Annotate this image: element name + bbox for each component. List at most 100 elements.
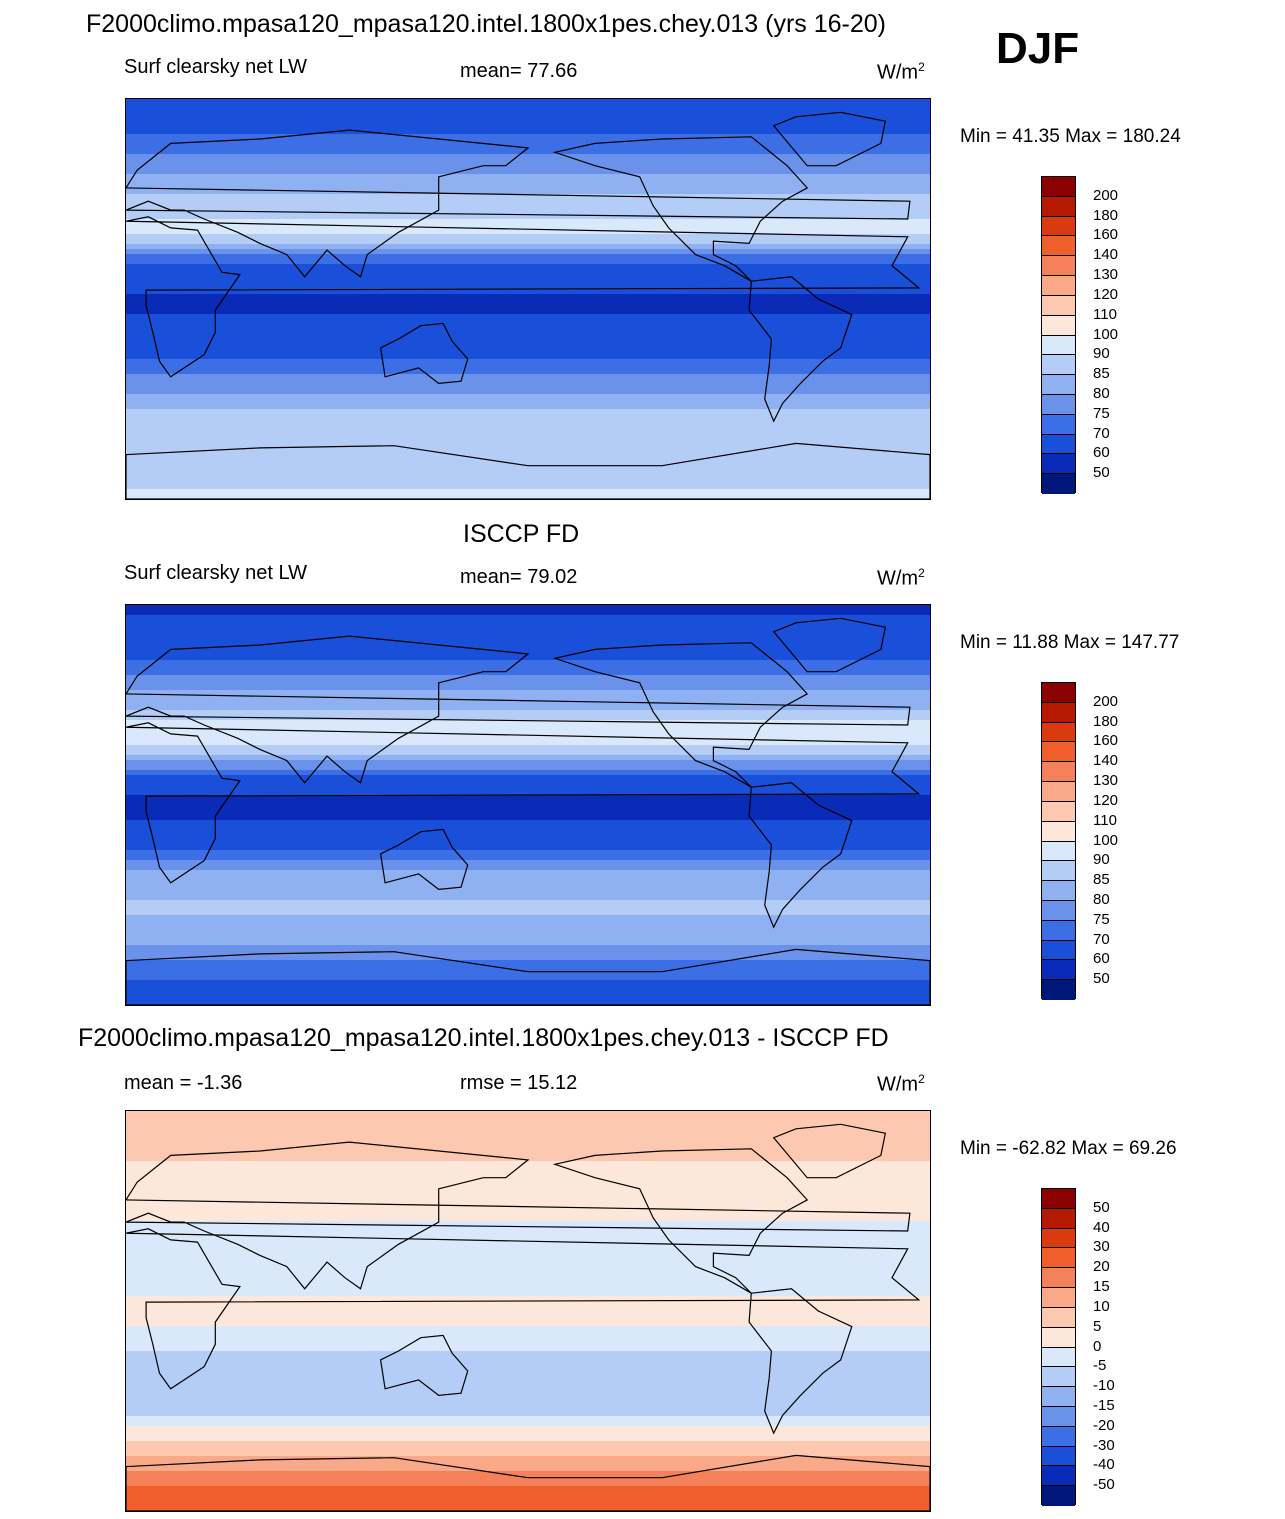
zonal-band xyxy=(126,1371,930,1377)
panel3-title: F2000climo.mpasa120_mpasa120.intel.1800x… xyxy=(78,1024,889,1052)
zonal-band xyxy=(126,850,930,856)
zonal-band xyxy=(126,1491,930,1497)
zonal-band xyxy=(126,920,930,926)
zonal-band xyxy=(126,830,930,836)
zonal-band xyxy=(126,1366,930,1372)
zonal-band xyxy=(126,224,930,230)
zonal-band xyxy=(126,1426,930,1432)
zonal-band xyxy=(126,304,930,310)
colorbar-swatch xyxy=(1042,742,1075,763)
colorbar-swatch xyxy=(1042,196,1075,217)
zonal-band xyxy=(126,875,930,881)
zonal-band xyxy=(126,865,930,871)
zonal-band xyxy=(126,474,930,480)
zonal-band xyxy=(126,449,930,455)
zonal-band xyxy=(126,880,930,886)
colorbar-tick-label: -10 xyxy=(1093,1377,1115,1395)
zonal-band xyxy=(126,1391,930,1397)
zonal-band xyxy=(126,1281,930,1287)
colorbar-tick-label: 80 xyxy=(1093,384,1110,402)
zonal-band xyxy=(126,324,930,330)
zonal-band xyxy=(126,364,930,370)
zonal-band xyxy=(126,645,930,651)
zonal-band xyxy=(126,444,930,450)
zonal-band xyxy=(126,389,930,395)
zonal-band xyxy=(126,1226,930,1232)
colorbar-swatch xyxy=(1042,1426,1075,1447)
zonal-band xyxy=(126,459,930,465)
zonal-band xyxy=(126,344,930,350)
colorbar-tick-label: 85 xyxy=(1093,871,1110,889)
zonal-band xyxy=(126,775,930,781)
zonal-band xyxy=(126,1386,930,1392)
coastline xyxy=(379,828,469,891)
zonal-band xyxy=(126,790,930,796)
zonal-band xyxy=(126,915,930,921)
zonal-band xyxy=(126,1271,930,1277)
zonal-band xyxy=(126,1221,930,1227)
zonal-band xyxy=(126,680,930,686)
colorbar-tick-label: -5 xyxy=(1093,1357,1107,1375)
coastline xyxy=(379,322,469,385)
colorbar-swatch xyxy=(1042,1288,1075,1308)
zonal-band xyxy=(126,820,930,826)
zonal-band xyxy=(126,835,930,841)
zonal-band xyxy=(126,1121,930,1127)
zonal-band xyxy=(126,294,930,300)
colorbar-swatch xyxy=(1042,394,1075,415)
zonal-band xyxy=(126,670,930,676)
colorbar-swatch xyxy=(1042,177,1075,197)
zonal-band xyxy=(126,1446,930,1452)
zonal-band xyxy=(126,705,930,711)
zonal-band xyxy=(126,1376,930,1382)
zonal-band xyxy=(126,1241,930,1247)
zonal-band xyxy=(126,374,930,380)
zonal-band xyxy=(126,960,930,966)
panel1-variable: Surf clearsky net LW xyxy=(124,56,308,78)
panel3-colorbar xyxy=(1041,1188,1076,1506)
colorbar-tick-label: 10 xyxy=(1093,1297,1110,1315)
zonal-band xyxy=(126,735,930,741)
zonal-band xyxy=(126,630,930,636)
zonal-band xyxy=(126,795,930,801)
zonal-band xyxy=(126,840,930,846)
zonal-band xyxy=(126,1131,930,1137)
zonal-band xyxy=(126,114,930,120)
colorbar-swatch xyxy=(1042,1228,1075,1249)
coastline xyxy=(126,635,911,784)
zonal-band xyxy=(126,1266,930,1272)
colorbar-swatch xyxy=(1042,295,1075,316)
coastline xyxy=(552,1148,809,1294)
zonal-band xyxy=(126,219,930,225)
zonal-band xyxy=(126,1481,930,1487)
season-label: DJF xyxy=(996,24,1080,73)
panel1-mean: mean= 77.66 xyxy=(460,60,578,82)
zonal-band xyxy=(126,965,930,971)
zonal-band xyxy=(126,760,930,766)
zonal-band xyxy=(126,1316,930,1322)
zonal-band xyxy=(126,1461,930,1467)
panel1-map xyxy=(125,98,931,500)
zonal-band xyxy=(126,815,930,821)
zonal-band xyxy=(126,1151,930,1157)
zonal-band xyxy=(126,950,930,956)
zonal-band xyxy=(126,439,930,445)
zonal-band xyxy=(126,805,930,811)
zonal-band xyxy=(126,159,930,165)
zonal-band xyxy=(126,309,930,315)
zonal-band xyxy=(126,740,930,746)
zonal-band xyxy=(126,940,930,946)
zonal-band xyxy=(126,119,930,125)
zonal-band xyxy=(126,995,930,1001)
zonal-band xyxy=(126,369,930,375)
zonal-band xyxy=(126,464,930,470)
zonal-band xyxy=(126,434,930,440)
zonal-band xyxy=(126,414,930,420)
coastline xyxy=(552,642,809,788)
zonal-band xyxy=(126,1311,930,1317)
colorbar-swatch xyxy=(1042,722,1075,743)
colorbar-tick-label: 130 xyxy=(1093,772,1119,790)
zonal-band xyxy=(126,139,930,145)
zonal-band xyxy=(126,334,930,340)
colorbar-swatch xyxy=(1042,276,1075,296)
